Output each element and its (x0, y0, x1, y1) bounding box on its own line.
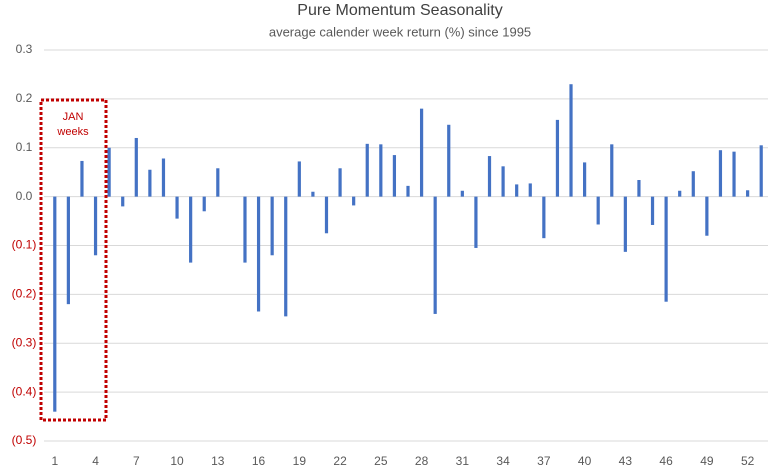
bar (610, 144, 614, 197)
bar (664, 196, 668, 302)
bar (705, 196, 709, 236)
bar (515, 184, 519, 197)
bar (392, 155, 397, 197)
bar (501, 166, 505, 197)
bar (433, 196, 437, 314)
bar (175, 196, 179, 219)
x-tick-label: 46 (659, 454, 673, 468)
bar (256, 196, 261, 312)
x-tick-label: 7 (133, 454, 140, 468)
y-tick-label: (0.1) (12, 238, 37, 252)
annotation: JAN (63, 111, 84, 123)
bar (311, 191, 315, 197)
x-tick-label: 1 (51, 454, 58, 468)
bar (93, 196, 98, 256)
bar (623, 196, 627, 252)
bar (759, 145, 763, 197)
y-tick-label: 0.0 (16, 189, 33, 203)
x-tick-label: 31 (456, 454, 470, 468)
y-tick-label: (0.5) (12, 433, 37, 447)
chart-subtitle: average calender week return (%) since 1… (269, 24, 531, 39)
x-tick-label: 13 (211, 454, 225, 468)
bar (148, 169, 152, 197)
x-tick-label: 25 (374, 454, 388, 468)
x-tick-label: 16 (252, 454, 266, 468)
jan-box (39, 98, 108, 422)
bar (270, 196, 274, 256)
y-tick-label: (0.3) (12, 335, 37, 349)
bar (542, 196, 546, 239)
bar (216, 168, 220, 197)
bar (596, 196, 600, 225)
bar (419, 108, 424, 197)
bar (297, 161, 301, 197)
x-tick-label: 52 (741, 454, 755, 468)
x-tick-label: 37 (537, 454, 551, 468)
x-tick-label: 28 (415, 454, 429, 468)
bar (569, 84, 573, 197)
bar (718, 150, 723, 197)
x-tick-label: 43 (619, 454, 633, 468)
bar (650, 196, 655, 225)
bar (487, 156, 492, 197)
y-tick-label: (0.4) (12, 384, 37, 398)
bar (691, 171, 695, 197)
bar (189, 196, 193, 263)
bar (66, 196, 70, 305)
bar (243, 196, 247, 263)
bar (460, 190, 464, 197)
bar (528, 183, 532, 197)
bar (637, 180, 641, 197)
bar (134, 137, 138, 197)
x-tick-label: 19 (293, 454, 307, 468)
y-tick-label: 0.1 (16, 140, 33, 154)
bar (555, 119, 560, 197)
bar (80, 160, 84, 197)
bar (746, 190, 750, 197)
bar (202, 196, 206, 212)
bar (107, 147, 111, 197)
bar (447, 124, 451, 197)
bar (406, 185, 410, 197)
bar (284, 196, 288, 317)
x-tick-label: 34 (496, 454, 510, 468)
x-tick-label: 22 (333, 454, 347, 468)
bar (379, 144, 383, 197)
bar (161, 158, 166, 197)
y-tick-label: 0.2 (16, 91, 33, 105)
bar (53, 196, 57, 412)
annotation: weeks (56, 126, 89, 138)
x-tick-label: 40 (578, 454, 592, 468)
y-tick-label: (0.2) (12, 287, 37, 301)
x-tick-label: 10 (170, 454, 184, 468)
bar (324, 196, 329, 234)
bar (583, 162, 587, 197)
bar (678, 190, 682, 197)
y-tick-label: 0.3 (16, 42, 33, 56)
bar (474, 196, 478, 248)
bar (732, 151, 736, 197)
bar (352, 196, 356, 206)
x-tick-label: 49 (700, 454, 714, 468)
x-tick-label: 4 (92, 454, 99, 468)
bar (121, 196, 125, 207)
bar (338, 168, 342, 197)
bar (365, 143, 369, 197)
chart-title: Pure Momentum Seasonality (297, 2, 502, 19)
